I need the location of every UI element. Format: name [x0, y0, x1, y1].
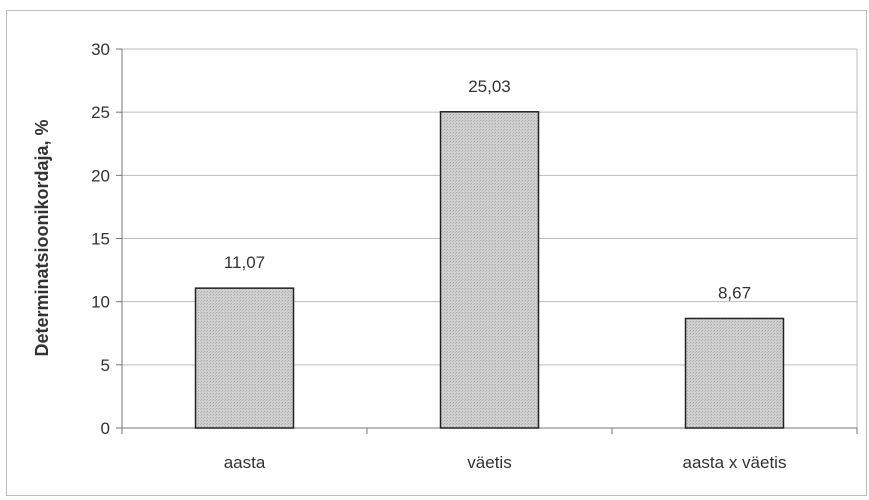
x-tick-label-2: väetis: [467, 453, 511, 472]
y-tick-label: 10: [91, 293, 110, 312]
y-tick-label: 25: [91, 103, 110, 122]
data-label-3: 8,67: [718, 283, 751, 302]
labels: 0 5 10 15 20 25 30 11,07 aasta 25,03 väetis 8,67 aas…: [91, 40, 786, 472]
bars: [194, 111, 785, 429]
y-tick-label: 0: [101, 419, 110, 438]
y-axis-title: Determinatsioonikordaja, %: [32, 119, 52, 356]
y-tick-label: 15: [91, 230, 110, 249]
x-tick-label-3: aasta x väetis: [683, 453, 787, 472]
bar-1: [194, 287, 295, 429]
data-label-2: 25,03: [468, 77, 511, 96]
bar-3: [684, 317, 785, 429]
y-tick-label: 30: [91, 40, 110, 59]
y-tick-label: 20: [91, 166, 110, 185]
data-label-1: 11,07: [224, 253, 265, 272]
y-tick-label: 5: [101, 356, 110, 375]
x-tick-label-1: aasta: [224, 453, 266, 472]
bar-2: [439, 111, 540, 429]
